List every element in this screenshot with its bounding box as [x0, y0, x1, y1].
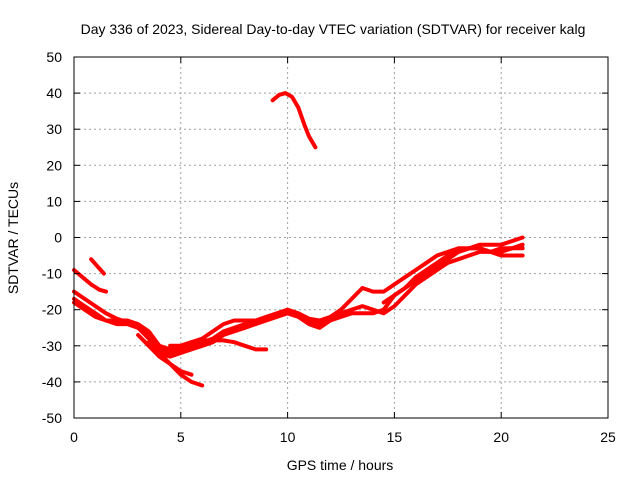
data-series: [72, 91, 525, 388]
y-tick-label: -20: [42, 302, 62, 318]
y-tick-label: 10: [46, 193, 62, 209]
y-tick-label: 20: [46, 157, 62, 173]
series-line-arc-main-c: [72, 235, 525, 359]
y-tick-label: 0: [54, 230, 62, 246]
x-tick-label: 15: [387, 429, 403, 445]
x-tick-label: 25: [600, 429, 616, 445]
y-tick-label: -50: [42, 410, 62, 426]
y-tick-label: 30: [46, 121, 62, 137]
series-line-arc-short-upper: [89, 257, 106, 276]
x-tick-label: 5: [177, 429, 185, 445]
series-line-arc-late-a: [381, 246, 525, 305]
series-line-arc-dip-b: [136, 333, 194, 377]
y-tick-label: -30: [42, 338, 62, 354]
y-tick-label: -40: [42, 374, 62, 390]
series-line-arc-dip-c: [168, 338, 269, 352]
x-tick-label: 10: [280, 429, 296, 445]
y-tick-label: 40: [46, 85, 62, 101]
x-axis-label: GPS time / hours: [287, 457, 394, 473]
y-axis-label: SDTVAR / TECUs: [5, 182, 21, 294]
series-line-arc-main-b: [72, 246, 525, 352]
x-tick-label: 20: [493, 429, 509, 445]
series-line-arc-early-upper: [72, 268, 108, 294]
axis-ticks: 0 5 10 15 20 25 -50 -40 -30 -20 -10 0 10 20 30 40 50: [42, 49, 616, 445]
y-tick-label: -10: [42, 266, 62, 282]
series-line-arc-high: [270, 91, 318, 150]
y-tick-label: 50: [46, 49, 62, 65]
chart-title: Day 336 of 2023, Sidereal Day-to-day VTE…: [81, 21, 586, 37]
x-tick-label: 0: [70, 429, 78, 445]
